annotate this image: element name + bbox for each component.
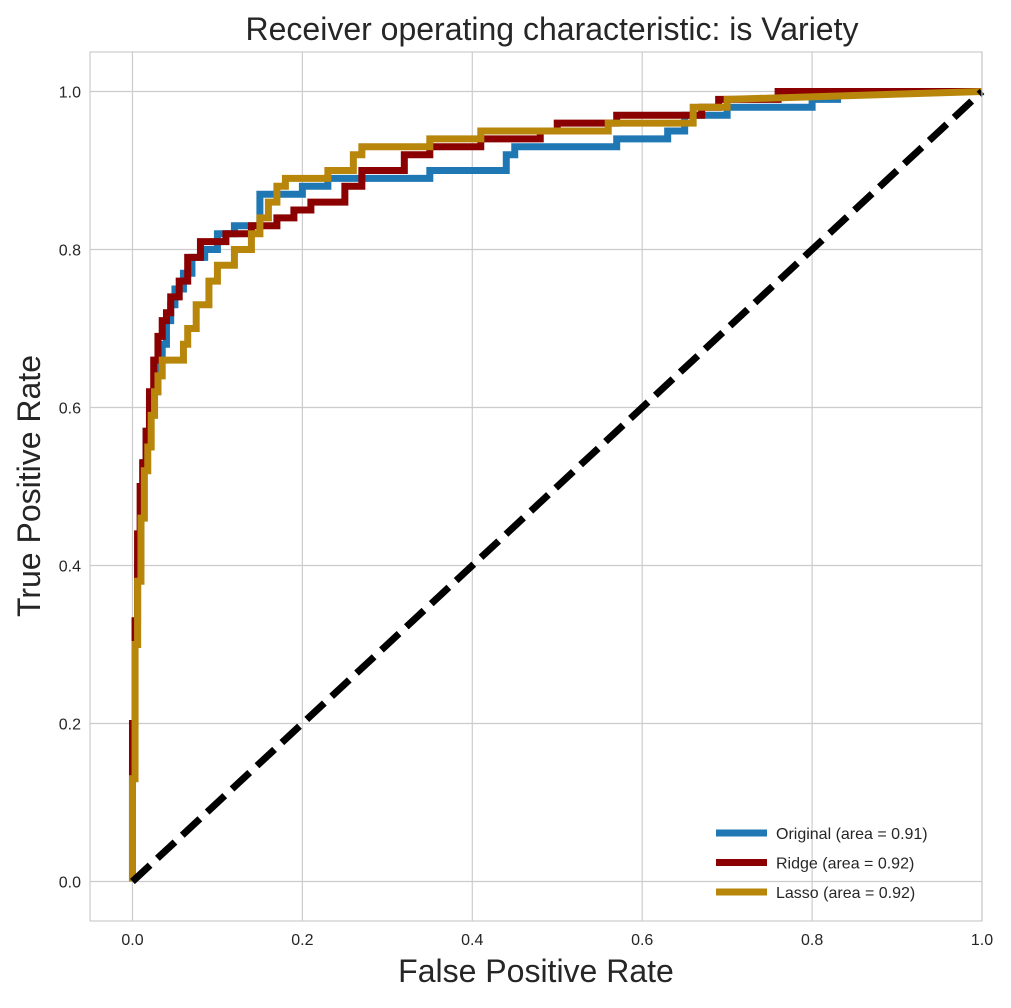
chance-diagonal-line xyxy=(130,88,985,885)
series-layer xyxy=(128,88,985,885)
x-tick-label: 1.0 xyxy=(971,932,993,949)
x-tick-label: 0.6 xyxy=(631,932,653,949)
legend-label-original: Original (area = 0.91) xyxy=(776,826,928,843)
legend: Original (area = 0.91) Ridge (area = 0.92… xyxy=(716,826,928,902)
y-tick-label: 1.0 xyxy=(59,85,81,102)
lasso-roc-line xyxy=(128,88,983,882)
y-tick-label: 0.8 xyxy=(59,243,81,260)
x-tick-label: 0.4 xyxy=(461,932,483,949)
chart-title: Receiver operating characteristic: is Va… xyxy=(246,11,859,47)
x-axis-label: False Positive Rate xyxy=(398,953,674,989)
grid xyxy=(90,52,983,921)
tick-labels: 0.0 0.2 0.4 0.6 0.8 1.0 0.0 0.2 0.4 0.6 0.8 1.0 xyxy=(59,85,993,950)
legend-label-lasso: Lasso (area = 0.92) xyxy=(776,885,915,902)
plot-frame xyxy=(89,51,983,922)
y-tick-label: 0.4 xyxy=(59,559,81,576)
x-tick-label: 0.8 xyxy=(801,932,823,949)
legend-label-ridge: Ridge (area = 0.92) xyxy=(776,856,914,873)
y-tick-label: 0.6 xyxy=(59,401,81,418)
y-axis-label: True Positive Rate xyxy=(11,355,47,617)
y-tick-label: 0.2 xyxy=(59,717,81,734)
y-tick-label: 0.0 xyxy=(59,875,81,892)
x-tick-label: 0.0 xyxy=(121,932,143,949)
x-tick-label: 0.2 xyxy=(291,932,313,949)
